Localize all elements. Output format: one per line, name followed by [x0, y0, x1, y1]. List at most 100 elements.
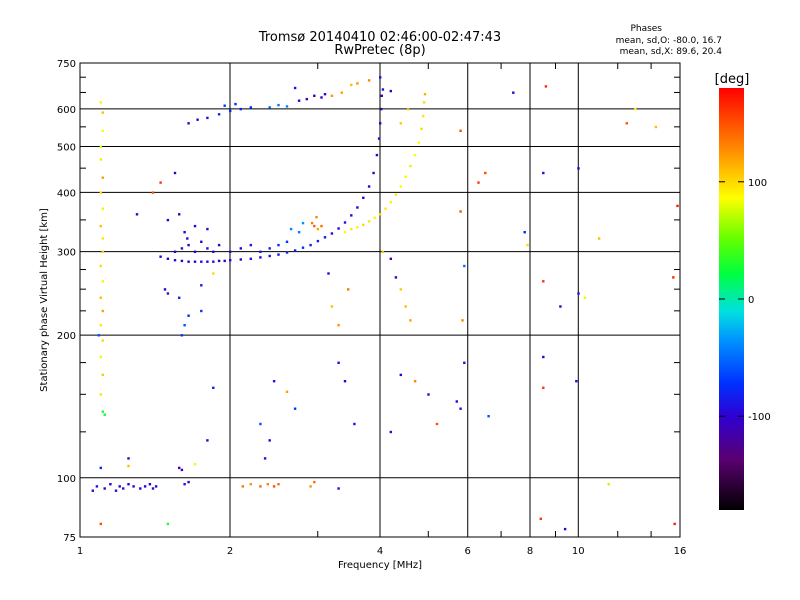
data-point — [577, 292, 580, 295]
data-point — [399, 185, 402, 188]
data-point — [427, 393, 430, 396]
data-point — [413, 153, 417, 157]
data-point — [512, 91, 515, 94]
data-point — [455, 400, 458, 403]
data-point — [139, 487, 142, 490]
data-point — [423, 93, 427, 96]
data-point — [132, 485, 135, 488]
data-point — [375, 153, 379, 157]
data-point — [99, 324, 102, 327]
data-point — [404, 175, 407, 178]
data-point — [484, 171, 487, 175]
data-point — [101, 237, 104, 240]
data-point — [356, 226, 359, 229]
data-point — [320, 224, 323, 228]
stats-heading: Phases — [630, 24, 662, 34]
data-point — [99, 101, 102, 104]
data-point — [672, 276, 675, 279]
data-point — [249, 243, 252, 247]
data-point — [542, 280, 545, 283]
data-point — [313, 94, 316, 97]
data-point — [399, 373, 402, 377]
data-point — [206, 247, 209, 250]
data-point — [99, 466, 102, 470]
data-point — [259, 256, 262, 259]
data-point — [206, 260, 209, 263]
data-point — [166, 257, 170, 260]
data-point — [101, 339, 104, 342]
data-point — [353, 422, 356, 426]
data-point — [389, 200, 392, 204]
data-point — [217, 113, 221, 116]
data-point — [183, 231, 186, 234]
data-point — [316, 239, 320, 243]
data-point — [575, 380, 578, 383]
data-point — [193, 224, 197, 228]
data-point — [305, 97, 308, 101]
y-tick-label: 400 — [57, 188, 76, 199]
data-point — [166, 292, 170, 295]
data-point — [212, 386, 215, 389]
data-point — [266, 483, 269, 486]
plot-frame — [79, 62, 681, 538]
data-point — [178, 296, 181, 299]
data-point — [583, 296, 587, 299]
data-point — [163, 288, 167, 291]
data-point — [122, 487, 125, 490]
y-tick-label: 750 — [57, 59, 76, 70]
data-point — [373, 216, 376, 219]
data-point — [380, 94, 383, 97]
data-point — [148, 483, 152, 486]
data-point — [180, 247, 184, 250]
y-tick-label: 200 — [57, 331, 76, 342]
data-point — [337, 361, 340, 364]
data-point — [362, 223, 365, 227]
data-point — [217, 243, 221, 247]
y-tick-label: 300 — [57, 248, 76, 259]
data-point — [634, 107, 637, 111]
y-axis-label: Stationary phase Virtual Height [km] — [39, 208, 50, 392]
data-point — [297, 231, 301, 234]
data-point — [180, 334, 184, 337]
data-point — [101, 309, 104, 313]
data-point — [127, 483, 130, 486]
data-point — [323, 93, 327, 96]
data-point — [372, 171, 375, 175]
data-point — [394, 276, 398, 279]
data-point — [523, 231, 526, 234]
data-point — [542, 386, 545, 389]
colorbar-tick-label: -100 — [748, 412, 771, 423]
data-point — [234, 102, 237, 106]
data-point — [301, 221, 305, 225]
data-point — [268, 106, 271, 109]
data-point — [347, 288, 350, 291]
data-point — [379, 122, 382, 125]
data-point — [101, 176, 104, 179]
data-point — [293, 86, 297, 90]
data-point — [289, 227, 293, 231]
data-point — [313, 480, 316, 484]
data-point — [399, 122, 402, 125]
data-point — [249, 257, 252, 260]
data-point — [143, 485, 147, 488]
data-point — [654, 125, 658, 129]
data-point — [343, 380, 347, 383]
x-tick-label: 8 — [527, 546, 533, 557]
data-point — [293, 407, 297, 410]
data-point — [277, 483, 280, 486]
data-point — [187, 243, 190, 247]
data-point — [239, 258, 242, 261]
data-point — [183, 324, 186, 327]
data-point — [212, 272, 215, 275]
data-point — [223, 259, 226, 263]
data-point — [301, 246, 305, 249]
data-point — [563, 527, 567, 531]
data-point — [206, 116, 209, 120]
data-point — [379, 76, 382, 79]
data-point — [193, 250, 197, 253]
data-point — [180, 259, 184, 263]
data-point — [337, 227, 340, 230]
data-point — [367, 79, 371, 82]
data-point — [461, 319, 464, 322]
data-point — [187, 314, 190, 317]
